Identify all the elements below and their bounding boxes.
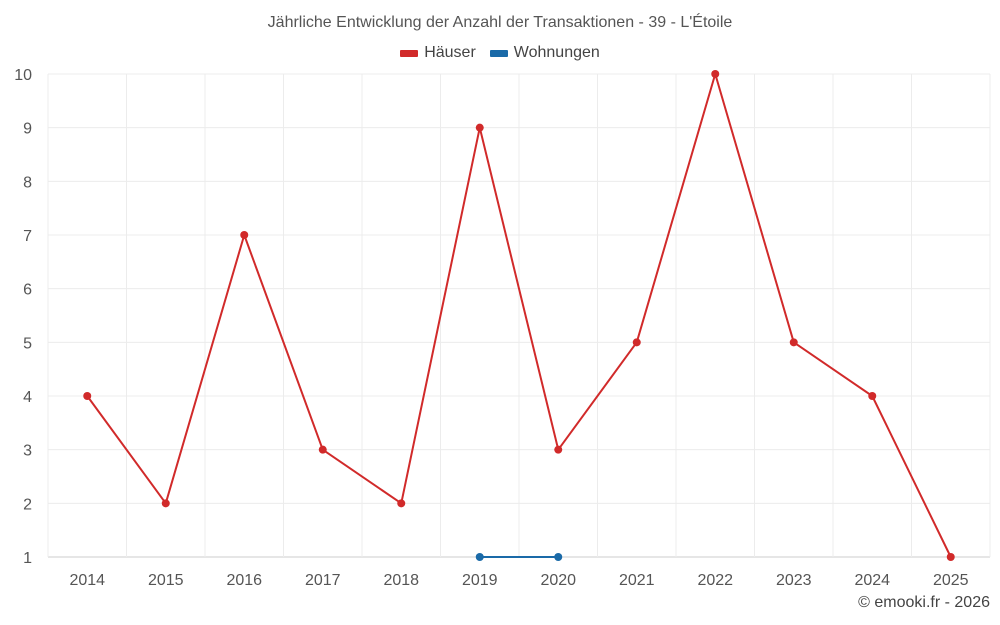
- legend-swatch-haeuser: [400, 49, 419, 57]
- series-line-haeuser: [86, 73, 952, 558]
- x-tick-label-2024: 2024: [854, 572, 890, 589]
- y-tick-label-5: 5: [23, 335, 32, 352]
- x-tick-label-2017: 2017: [305, 572, 341, 589]
- data-point-haeuser-2021[interactable]: [632, 338, 641, 347]
- data-point-haeuser-2025[interactable]: [946, 553, 955, 561]
- data-point-haeuser-2022[interactable]: [711, 70, 720, 78]
- data-point-haeuser-2014[interactable]: [83, 392, 92, 400]
- legend-swatch-wohnungen: [489, 49, 508, 57]
- x-tick-label-2015: 2015: [148, 572, 184, 589]
- legend-label-haeuser: Häuser: [424, 44, 476, 61]
- x-tick-label-2020: 2020: [540, 572, 576, 589]
- x-tick-label-2022: 2022: [697, 572, 733, 589]
- chart-title: Jährliche Entwicklung der Anzahl der Tra…: [267, 14, 733, 31]
- data-point-haeuser-2018[interactable]: [397, 499, 406, 508]
- legend: Häuser Wohnungen: [0, 44, 1000, 62]
- y-tick-label-1: 1: [23, 550, 32, 567]
- x-tick-label-2023: 2023: [776, 572, 812, 589]
- x-tick-label-2014: 2014: [69, 572, 105, 589]
- data-point-haeuser-2015[interactable]: [161, 499, 170, 508]
- data-point-haeuser-2017[interactable]: [318, 445, 327, 454]
- y-tick-label-9: 9: [23, 121, 32, 138]
- x-tick-label-2019: 2019: [462, 572, 498, 589]
- data-point-wohnungen-2020[interactable]: [554, 553, 563, 561]
- y-axis: 1 2 3 4 5 6 7 8 9 10: [14, 67, 32, 567]
- y-tick-label-3: 3: [23, 443, 32, 460]
- grid: [47, 73, 991, 558]
- y-tick-label-4: 4: [23, 389, 32, 406]
- y-tick-label-10: 10: [14, 67, 32, 84]
- data-point-haeuser-2020[interactable]: [554, 445, 563, 454]
- data-point-haeuser-2024[interactable]: [868, 392, 877, 400]
- x-tick-label-2025: 2025: [933, 572, 969, 589]
- y-tick-label-8: 8: [23, 174, 32, 191]
- credit-text: © emooki.fr - 2026: [858, 594, 990, 611]
- legend-item-wohnungen[interactable]: Wohnungen: [489, 44, 600, 62]
- x-axis: 2014 2015 2016 2017 2018 2019 2020 2021 2022 2023…: [69, 572, 968, 589]
- y-tick-label-2: 2: [23, 496, 32, 513]
- data-point-haeuser-2019[interactable]: [475, 123, 484, 132]
- series-group: [83, 70, 955, 561]
- x-tick-label-2016: 2016: [226, 572, 262, 589]
- y-tick-label-7: 7: [23, 228, 32, 245]
- data-point-wohnungen-2019[interactable]: [475, 553, 484, 561]
- legend-label-wohnungen: Wohnungen: [513, 44, 600, 61]
- data-point-haeuser-2023[interactable]: [789, 338, 798, 347]
- legend-item-haeuser[interactable]: Häuser: [400, 44, 476, 62]
- x-tick-label-2021: 2021: [619, 572, 655, 589]
- x-tick-label-2018: 2018: [383, 572, 419, 589]
- y-tick-label-6: 6: [23, 282, 32, 299]
- data-point-haeuser-2016[interactable]: [240, 231, 249, 239]
